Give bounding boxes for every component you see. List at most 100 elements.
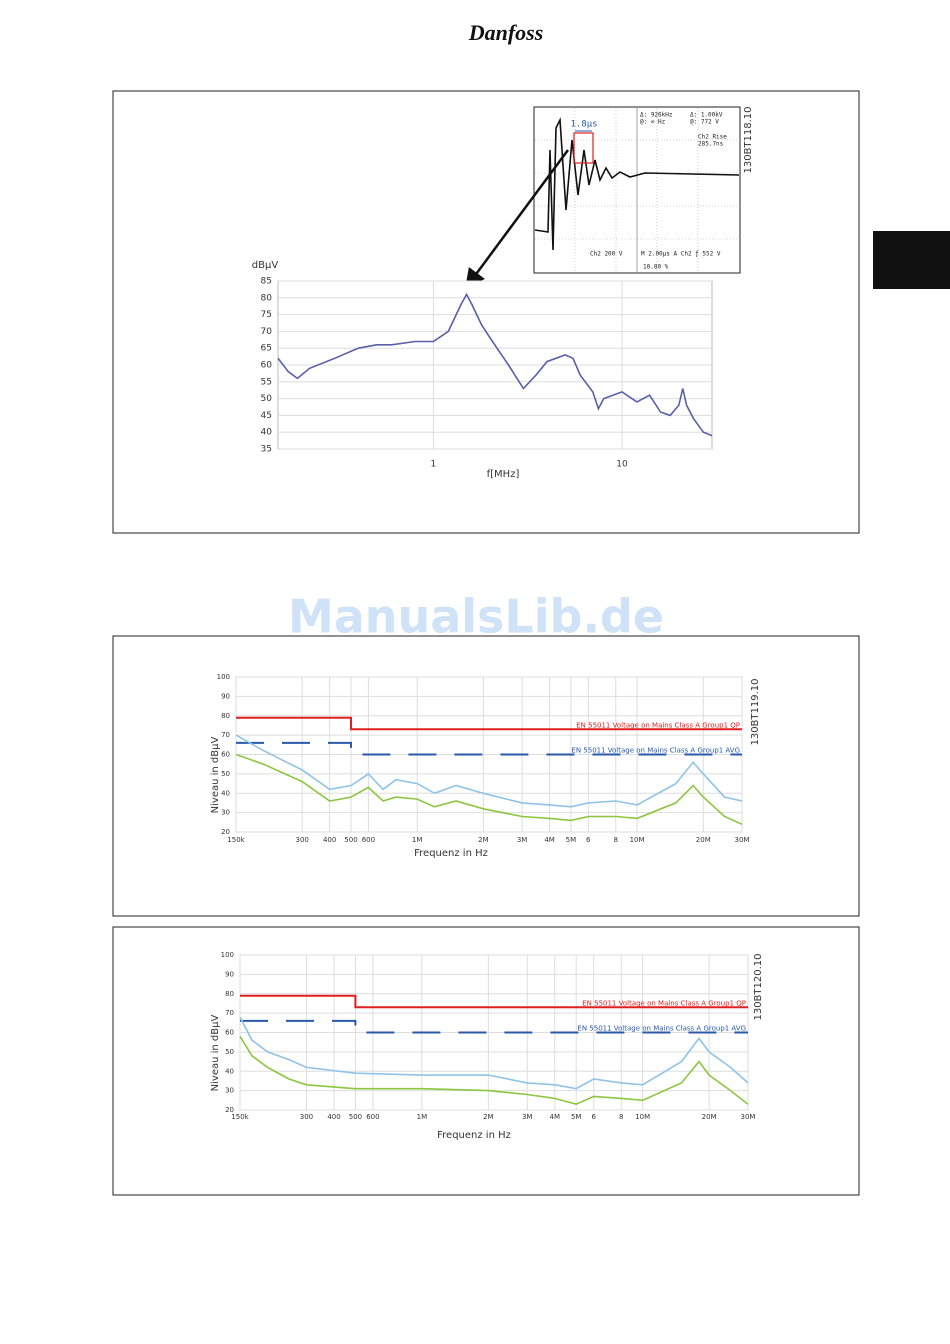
x-tick-label: 150k [231, 1113, 249, 1121]
logo: Danfoss [468, 20, 544, 45]
limit-label: EN 55011 Voltage on Mains Class A Group1… [576, 721, 740, 729]
y-tick-label: 50 [221, 770, 230, 778]
x-tick-label: 1M [417, 1113, 428, 1121]
y-tick-label: 80 [261, 293, 273, 303]
y-tick-label: 20 [221, 828, 230, 836]
x-tick-label: 400 [323, 836, 336, 844]
y-tick-label: 30 [221, 809, 230, 817]
chart: 20 30 40 50 60 70 80 90 100 150k 300 400 500 600 1M 2M 3… [210, 673, 761, 859]
chart: 35 40 45 50 55 60 65 70 75 80 85 1 10 f[MHz] dBµV 130BT… [252, 106, 754, 480]
x-axis-label: Frequenz in Hz [414, 848, 488, 859]
y-tick-label: 60 [221, 751, 230, 759]
x-tick-label: 2M [478, 836, 489, 844]
x-tick-label: 5M [571, 1113, 582, 1121]
x-tick-label: 2M [483, 1113, 494, 1121]
x-tick-label: 600 [366, 1113, 379, 1121]
y-tick-label: 30 [225, 1087, 234, 1095]
y-tick-label: 65 [261, 344, 272, 354]
x-tick-label: 20M [696, 836, 711, 844]
y-tick-label: 90 [221, 692, 230, 700]
x-tick-label: 400 [327, 1113, 340, 1121]
x-tick-label: 3M [517, 836, 528, 844]
oscilloscope-inset: 1.8µs Δ: 926kHz Δ: 1.00kV @: ∞ Hz @: 772… [533, 106, 741, 274]
osc-label: 1.8µs [570, 120, 597, 130]
x-tick-label: 8 [614, 836, 618, 844]
figure-frame [112, 635, 860, 917]
y-tick-label: 40 [261, 428, 273, 438]
x-tick-label: 600 [362, 836, 375, 844]
y-tick-label: 60 [261, 361, 273, 371]
y-tick-label: 70 [261, 327, 273, 337]
figure-code: 130BT119.10 [750, 678, 761, 745]
scope-grid [535, 108, 739, 272]
x-tick-label: 10M [630, 836, 645, 844]
osc-label: @: ∞ Hz [640, 119, 666, 126]
x-tick-label: 5M [566, 836, 577, 844]
pointer-arrow [465, 149, 570, 290]
series-line [235, 734, 743, 808]
y-tick-label: 70 [225, 1009, 234, 1017]
limit-label: EN 55011 Voltage on Mains Class A Group1… [582, 999, 746, 1007]
y-tick-label: 85 [261, 277, 272, 287]
x-tick-label: 10M [635, 1113, 650, 1121]
figure-frame [112, 90, 860, 534]
osc-label: Ch2 Rise [698, 134, 727, 141]
y-tick-label: 70 [221, 731, 230, 739]
limit-label: EN 55011 Voltage on Mains Class A Group1… [577, 1025, 746, 1033]
x-tick-label: 300 [300, 1113, 313, 1121]
limit-label: EN 55011 Voltage on Mains Class A Group1… [571, 747, 740, 755]
chart: 20 30 40 50 60 70 80 90 100 150k 300 400 500 600 1M 2M 3… [210, 951, 764, 1141]
y-tick-label: 40 [225, 1067, 234, 1075]
x-tick-label: 1 [431, 460, 437, 470]
x-tick-label: 6 [591, 1113, 596, 1121]
y-axis-label: Niveau in dBµV [210, 737, 221, 814]
series-line [235, 753, 743, 826]
x-tick-label: 10 [616, 460, 628, 470]
series-line [239, 1035, 749, 1106]
series-line [239, 1016, 749, 1090]
x-tick-label: 500 [349, 1113, 362, 1121]
y-tick-label: 35 [261, 445, 272, 455]
y-tick-label: 55 [261, 377, 272, 387]
osc-label: Δ: 926kHz [640, 112, 673, 119]
series-line [236, 716, 742, 731]
x-tick-label: 4M [544, 836, 555, 844]
x-axis-label: f[MHz] [487, 469, 520, 480]
x-tick-label: 3M [522, 1113, 533, 1121]
y-tick-label: 75 [261, 310, 272, 320]
y-tick-label: 45 [261, 411, 272, 421]
osc-label: Ch2 200 V [590, 251, 623, 258]
x-axis-label: Frequenz in Hz [437, 1130, 511, 1141]
rise-marker [573, 132, 594, 164]
y-tick-label: 100 [217, 673, 230, 681]
x-tick-label: 30M [741, 1113, 756, 1121]
y-tick-label: 50 [225, 1048, 234, 1056]
series-line [236, 741, 742, 756]
y-tick-label: 80 [225, 990, 234, 998]
scope-waveform [534, 117, 740, 251]
y-tick-label: 40 [221, 789, 230, 797]
side-tab [873, 231, 950, 289]
x-tick-label: 4M [550, 1113, 561, 1121]
osc-label: 10.80 % [643, 264, 669, 271]
x-tick-label: 30M [735, 836, 750, 844]
osc-label: @: 772 V [690, 119, 719, 126]
figure-frame [112, 926, 860, 1196]
watermark: ManualsLib.de [288, 590, 664, 644]
x-tick-label: 150k [227, 836, 245, 844]
figure-code: 130BT120.10 [753, 953, 764, 1020]
y-axis-label: Niveau in dBµV [210, 1015, 221, 1092]
y-tick-label: 20 [225, 1106, 234, 1114]
x-tick-label: 8 [619, 1113, 623, 1121]
series-line [240, 994, 748, 1009]
osc-label: 285.7ns [698, 141, 724, 148]
x-tick-label: 20M [702, 1113, 717, 1121]
x-tick-label: 300 [296, 836, 309, 844]
x-tick-label: 500 [344, 836, 357, 844]
y-tick-label: 80 [221, 712, 230, 720]
y-tick-label: 50 [261, 394, 273, 404]
x-tick-label: 1M [412, 836, 423, 844]
y-axis-label: dBµV [252, 260, 279, 271]
figure-code: 130BT118.10 [743, 106, 754, 173]
